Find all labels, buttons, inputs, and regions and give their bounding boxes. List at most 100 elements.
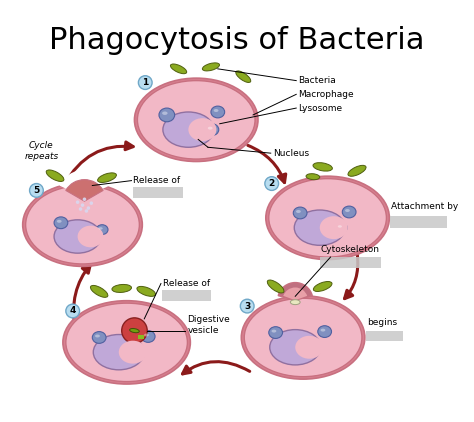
Ellipse shape bbox=[269, 179, 386, 257]
Text: Phagocytosis of Bacteria: Phagocytosis of Bacteria bbox=[49, 26, 424, 55]
FancyBboxPatch shape bbox=[138, 335, 144, 339]
Wedge shape bbox=[283, 287, 307, 300]
Ellipse shape bbox=[270, 330, 321, 365]
Circle shape bbox=[66, 304, 80, 318]
Wedge shape bbox=[66, 180, 103, 201]
Ellipse shape bbox=[66, 303, 187, 381]
Ellipse shape bbox=[338, 225, 342, 227]
Ellipse shape bbox=[293, 207, 307, 219]
Ellipse shape bbox=[163, 112, 214, 147]
Ellipse shape bbox=[137, 81, 255, 159]
Ellipse shape bbox=[188, 118, 217, 141]
Ellipse shape bbox=[202, 63, 219, 71]
Ellipse shape bbox=[78, 226, 103, 247]
Ellipse shape bbox=[91, 285, 108, 298]
Ellipse shape bbox=[46, 170, 64, 181]
Ellipse shape bbox=[294, 210, 345, 245]
Ellipse shape bbox=[313, 281, 332, 292]
FancyArrowPatch shape bbox=[345, 255, 358, 299]
Ellipse shape bbox=[135, 78, 258, 162]
Text: 1: 1 bbox=[142, 78, 148, 87]
Text: 4: 4 bbox=[70, 306, 76, 316]
FancyBboxPatch shape bbox=[366, 330, 403, 341]
Wedge shape bbox=[60, 170, 109, 197]
Ellipse shape bbox=[95, 335, 100, 338]
Wedge shape bbox=[278, 283, 312, 300]
Ellipse shape bbox=[54, 220, 101, 253]
Text: Release of: Release of bbox=[163, 279, 210, 288]
Text: 3: 3 bbox=[244, 302, 250, 311]
Circle shape bbox=[76, 200, 79, 204]
Ellipse shape bbox=[267, 280, 284, 293]
Ellipse shape bbox=[348, 165, 366, 176]
Ellipse shape bbox=[57, 220, 62, 223]
Text: Digestive
vesicle: Digestive vesicle bbox=[187, 315, 230, 335]
Ellipse shape bbox=[129, 328, 139, 333]
Ellipse shape bbox=[272, 330, 276, 333]
Text: Lysosome: Lysosome bbox=[298, 103, 342, 113]
Ellipse shape bbox=[63, 301, 191, 384]
Ellipse shape bbox=[345, 209, 350, 212]
Text: Bacteria: Bacteria bbox=[298, 76, 336, 85]
FancyBboxPatch shape bbox=[133, 187, 183, 198]
Circle shape bbox=[87, 206, 90, 210]
Ellipse shape bbox=[320, 216, 348, 239]
Ellipse shape bbox=[296, 210, 301, 213]
Text: Cycle
repeats: Cycle repeats bbox=[24, 141, 58, 161]
Circle shape bbox=[240, 299, 254, 313]
Circle shape bbox=[138, 76, 152, 89]
Ellipse shape bbox=[159, 108, 174, 122]
Text: begins: begins bbox=[367, 318, 397, 327]
Text: Cytoskeleton: Cytoskeleton bbox=[321, 245, 380, 254]
Ellipse shape bbox=[54, 217, 68, 229]
FancyArrowPatch shape bbox=[182, 362, 250, 374]
Ellipse shape bbox=[236, 71, 251, 82]
Ellipse shape bbox=[342, 206, 356, 218]
Ellipse shape bbox=[99, 227, 103, 230]
Ellipse shape bbox=[96, 225, 108, 235]
Circle shape bbox=[265, 177, 279, 190]
Ellipse shape bbox=[318, 326, 331, 338]
Ellipse shape bbox=[205, 124, 219, 135]
Text: Attachment by: Attachment by bbox=[392, 202, 458, 211]
Circle shape bbox=[85, 209, 88, 213]
FancyArrowPatch shape bbox=[73, 265, 90, 328]
Ellipse shape bbox=[241, 296, 365, 379]
Text: Macrophage: Macrophage bbox=[298, 90, 354, 99]
Text: 5: 5 bbox=[33, 186, 39, 195]
Ellipse shape bbox=[291, 300, 300, 305]
Ellipse shape bbox=[92, 332, 106, 344]
Ellipse shape bbox=[313, 162, 332, 171]
FancyArrowPatch shape bbox=[64, 142, 133, 185]
Circle shape bbox=[82, 197, 86, 201]
Ellipse shape bbox=[266, 176, 389, 260]
Circle shape bbox=[79, 207, 82, 211]
Ellipse shape bbox=[137, 287, 155, 296]
Circle shape bbox=[81, 203, 84, 207]
Ellipse shape bbox=[162, 111, 168, 115]
Text: Release of: Release of bbox=[134, 176, 181, 185]
FancyArrowPatch shape bbox=[248, 145, 286, 183]
Circle shape bbox=[122, 318, 147, 344]
Ellipse shape bbox=[119, 341, 147, 364]
Ellipse shape bbox=[306, 174, 320, 180]
Ellipse shape bbox=[208, 127, 213, 130]
Text: 2: 2 bbox=[269, 179, 275, 188]
Ellipse shape bbox=[336, 223, 347, 233]
Ellipse shape bbox=[269, 327, 283, 338]
FancyBboxPatch shape bbox=[320, 257, 381, 268]
FancyBboxPatch shape bbox=[390, 216, 447, 227]
Circle shape bbox=[90, 201, 93, 205]
Ellipse shape bbox=[295, 336, 323, 359]
Ellipse shape bbox=[141, 330, 155, 342]
Ellipse shape bbox=[244, 298, 362, 377]
Ellipse shape bbox=[320, 329, 325, 332]
Text: Nucleus: Nucleus bbox=[273, 149, 309, 158]
Ellipse shape bbox=[98, 173, 117, 182]
Ellipse shape bbox=[211, 106, 225, 118]
Ellipse shape bbox=[171, 64, 187, 74]
FancyBboxPatch shape bbox=[162, 290, 211, 301]
Ellipse shape bbox=[112, 284, 131, 292]
Ellipse shape bbox=[144, 333, 149, 336]
Ellipse shape bbox=[93, 335, 144, 370]
